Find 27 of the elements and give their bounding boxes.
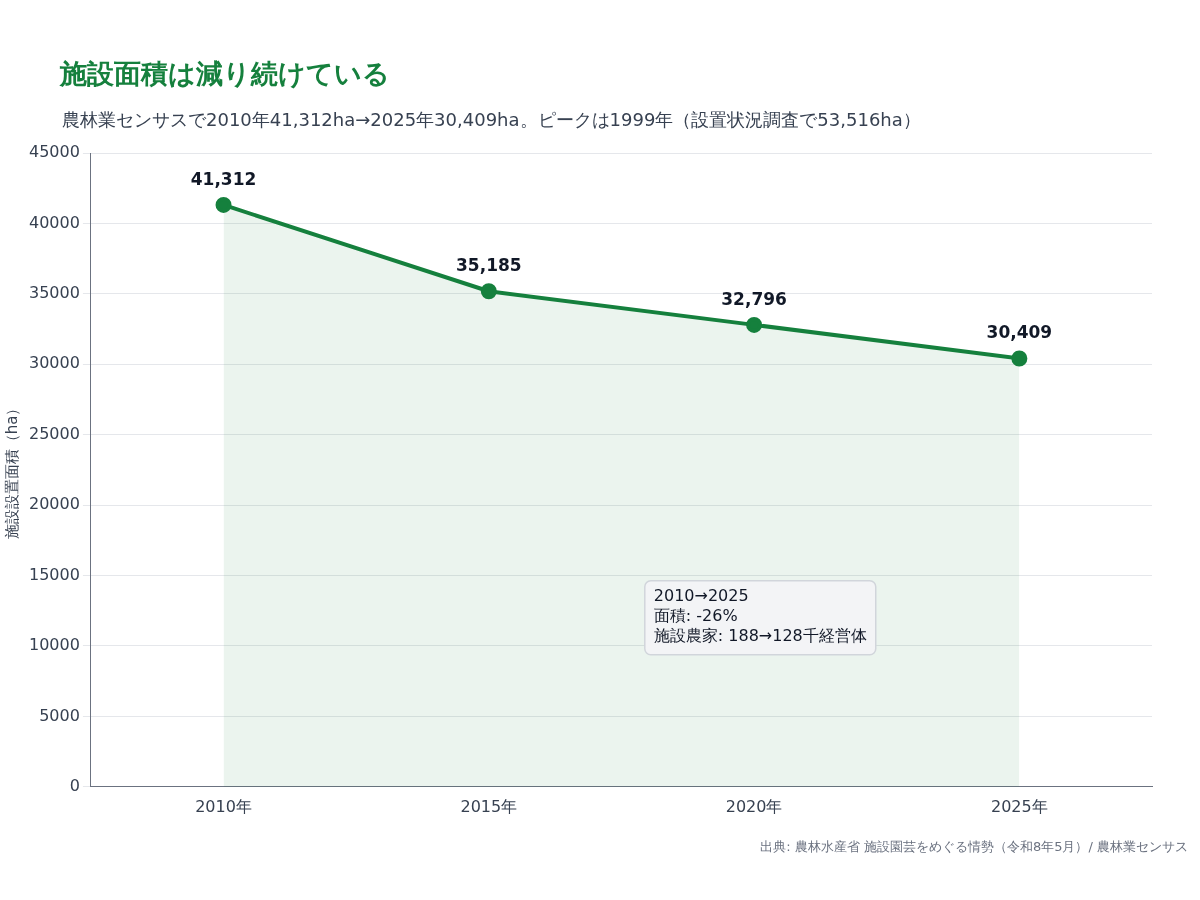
- x-tick-label: 2015年: [460, 796, 518, 816]
- y-tick-label: 0: [69, 775, 80, 795]
- y-tick-label: 5000: [39, 705, 80, 725]
- annotation: 2010→2025 面積: -26% 施設農家: 188→128千経営体: [653, 585, 867, 645]
- chart-subtitle: 農林業センサスで2010年41,312ha→2025年30,409ha。ピークは1999年（設置状況調査で53,516ha）: [62, 108, 921, 132]
- y-tick-label: 45000: [28, 142, 80, 162]
- y-tick-label: 35000: [28, 283, 80, 302]
- data-label: 35,185: [456, 255, 522, 276]
- point: [480, 283, 497, 300]
- data-label: 32,796: [721, 288, 787, 309]
- chart-title: 施設面積は減り続けている: [60, 57, 390, 91]
- point: [1011, 350, 1028, 367]
- data-label: 30,409: [986, 322, 1053, 343]
- data-label: 41,312: [190, 168, 257, 189]
- y-tick-label: 15000: [28, 564, 80, 584]
- y-tick-label: 40000: [28, 212, 80, 232]
- source-note: 出典: 農林水産省 施設園芸をめぐる情勢（令和8年5月）/ 農林業センサス: [760, 838, 1188, 856]
- point: [746, 316, 763, 333]
- y-axis-title: 施設設置面積（ha）: [2, 400, 21, 540]
- y-tick-label: 25000: [28, 423, 80, 443]
- x-tick-label: 2010年: [195, 796, 252, 816]
- x-tick-label: 2020年: [725, 796, 783, 816]
- y-tick-label: 30000: [28, 353, 80, 373]
- y-tick-label: 10000: [28, 635, 80, 655]
- x-tick-label: 2025年: [991, 796, 1048, 816]
- y-tick-label: 20000: [28, 494, 80, 514]
- point: [215, 196, 232, 213]
